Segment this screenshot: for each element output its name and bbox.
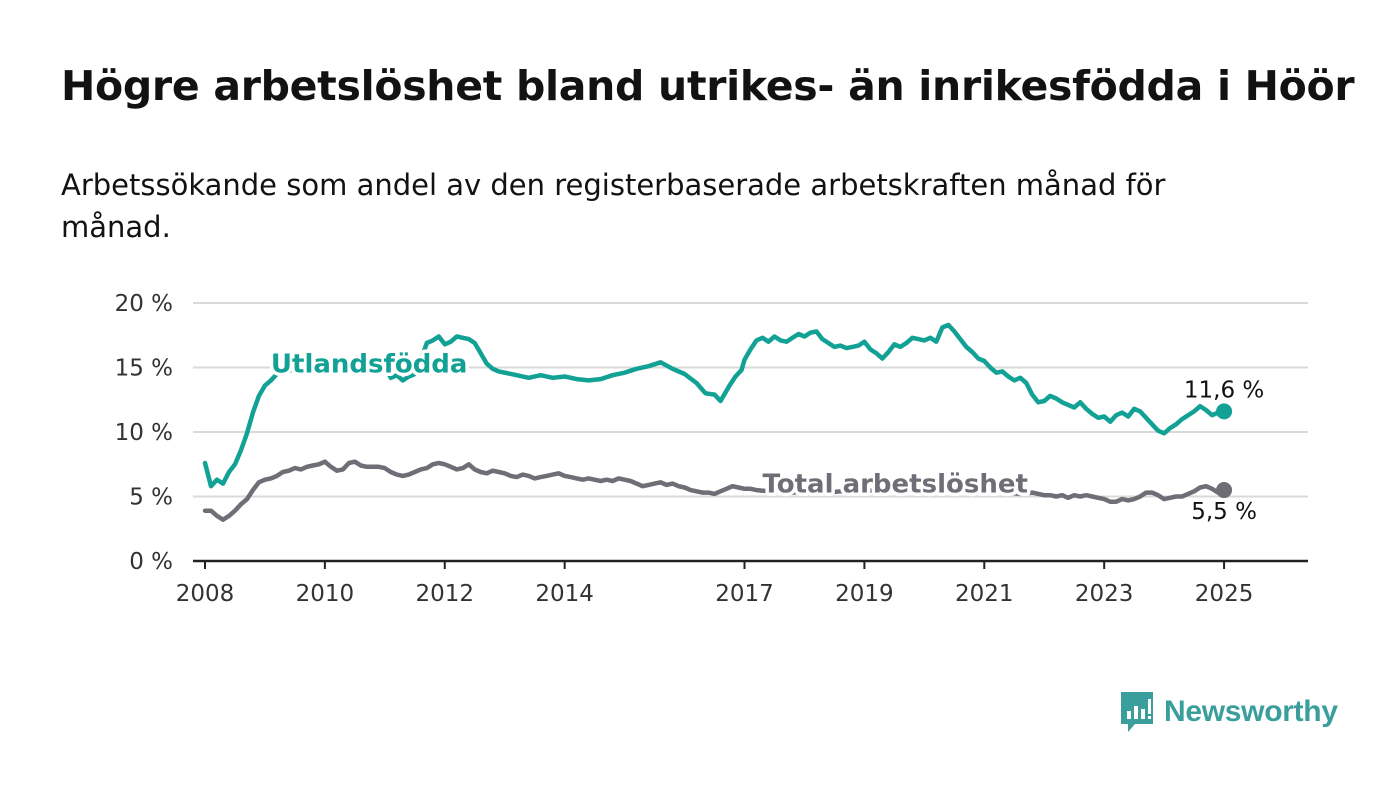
series-end-point-1 xyxy=(1216,482,1233,499)
y-tick-label: 0 % xyxy=(129,549,173,575)
x-tick-label: 2012 xyxy=(416,581,475,607)
newsworthy-logo: Newsworthy xyxy=(1119,690,1338,734)
y-axis-ticks: 0 % 5 % 10 % 15 % 20 % xyxy=(115,291,173,575)
x-axis-ticks: 2008 2010 2012 2014 2017 2019 2021 2023 2025 xyxy=(176,561,1254,607)
series xyxy=(202,322,1233,522)
series-end-point-0 xyxy=(1216,403,1233,420)
y-tick-label: 20 % xyxy=(115,291,173,317)
series-line-0 xyxy=(202,322,1227,489)
series-line-1 xyxy=(202,459,1227,522)
chart-title: Högre arbetslöshet bland utrikes- än inr… xyxy=(61,62,1355,110)
gridlines xyxy=(193,302,1308,563)
y-tick-label: 15 % xyxy=(115,356,173,382)
x-tick-label: 2014 xyxy=(535,581,594,607)
series-end-label-0: 11,6 % xyxy=(1184,377,1264,403)
series-end-label-1: 5,5 % xyxy=(1191,499,1257,525)
y-tick-label: 5 % xyxy=(129,485,173,511)
series-name-label-1: Total arbetslöshet xyxy=(762,470,1027,500)
series-labels: Utlandsfödda 11,6 % Total arbetslöshet 5,5 … xyxy=(267,346,1264,525)
x-tick-label: 2021 xyxy=(955,581,1014,607)
x-tick-label: 2017 xyxy=(715,581,774,607)
series-name-label-0: Utlandsfödda xyxy=(271,350,468,380)
y-tick-label: 10 % xyxy=(115,420,173,446)
chart-subtitle: Arbetssökande som andel av den registerb… xyxy=(61,168,1166,244)
newsworthy-logo-icon xyxy=(1121,692,1153,732)
x-tick-label: 2023 xyxy=(1075,581,1134,607)
x-tick-label: 2010 xyxy=(296,581,355,607)
x-tick-label: 2025 xyxy=(1195,581,1254,607)
x-tick-label: 2008 xyxy=(176,581,235,607)
x-tick-label: 2019 xyxy=(835,581,894,607)
newsworthy-logo-text: Newsworthy xyxy=(1164,695,1338,728)
